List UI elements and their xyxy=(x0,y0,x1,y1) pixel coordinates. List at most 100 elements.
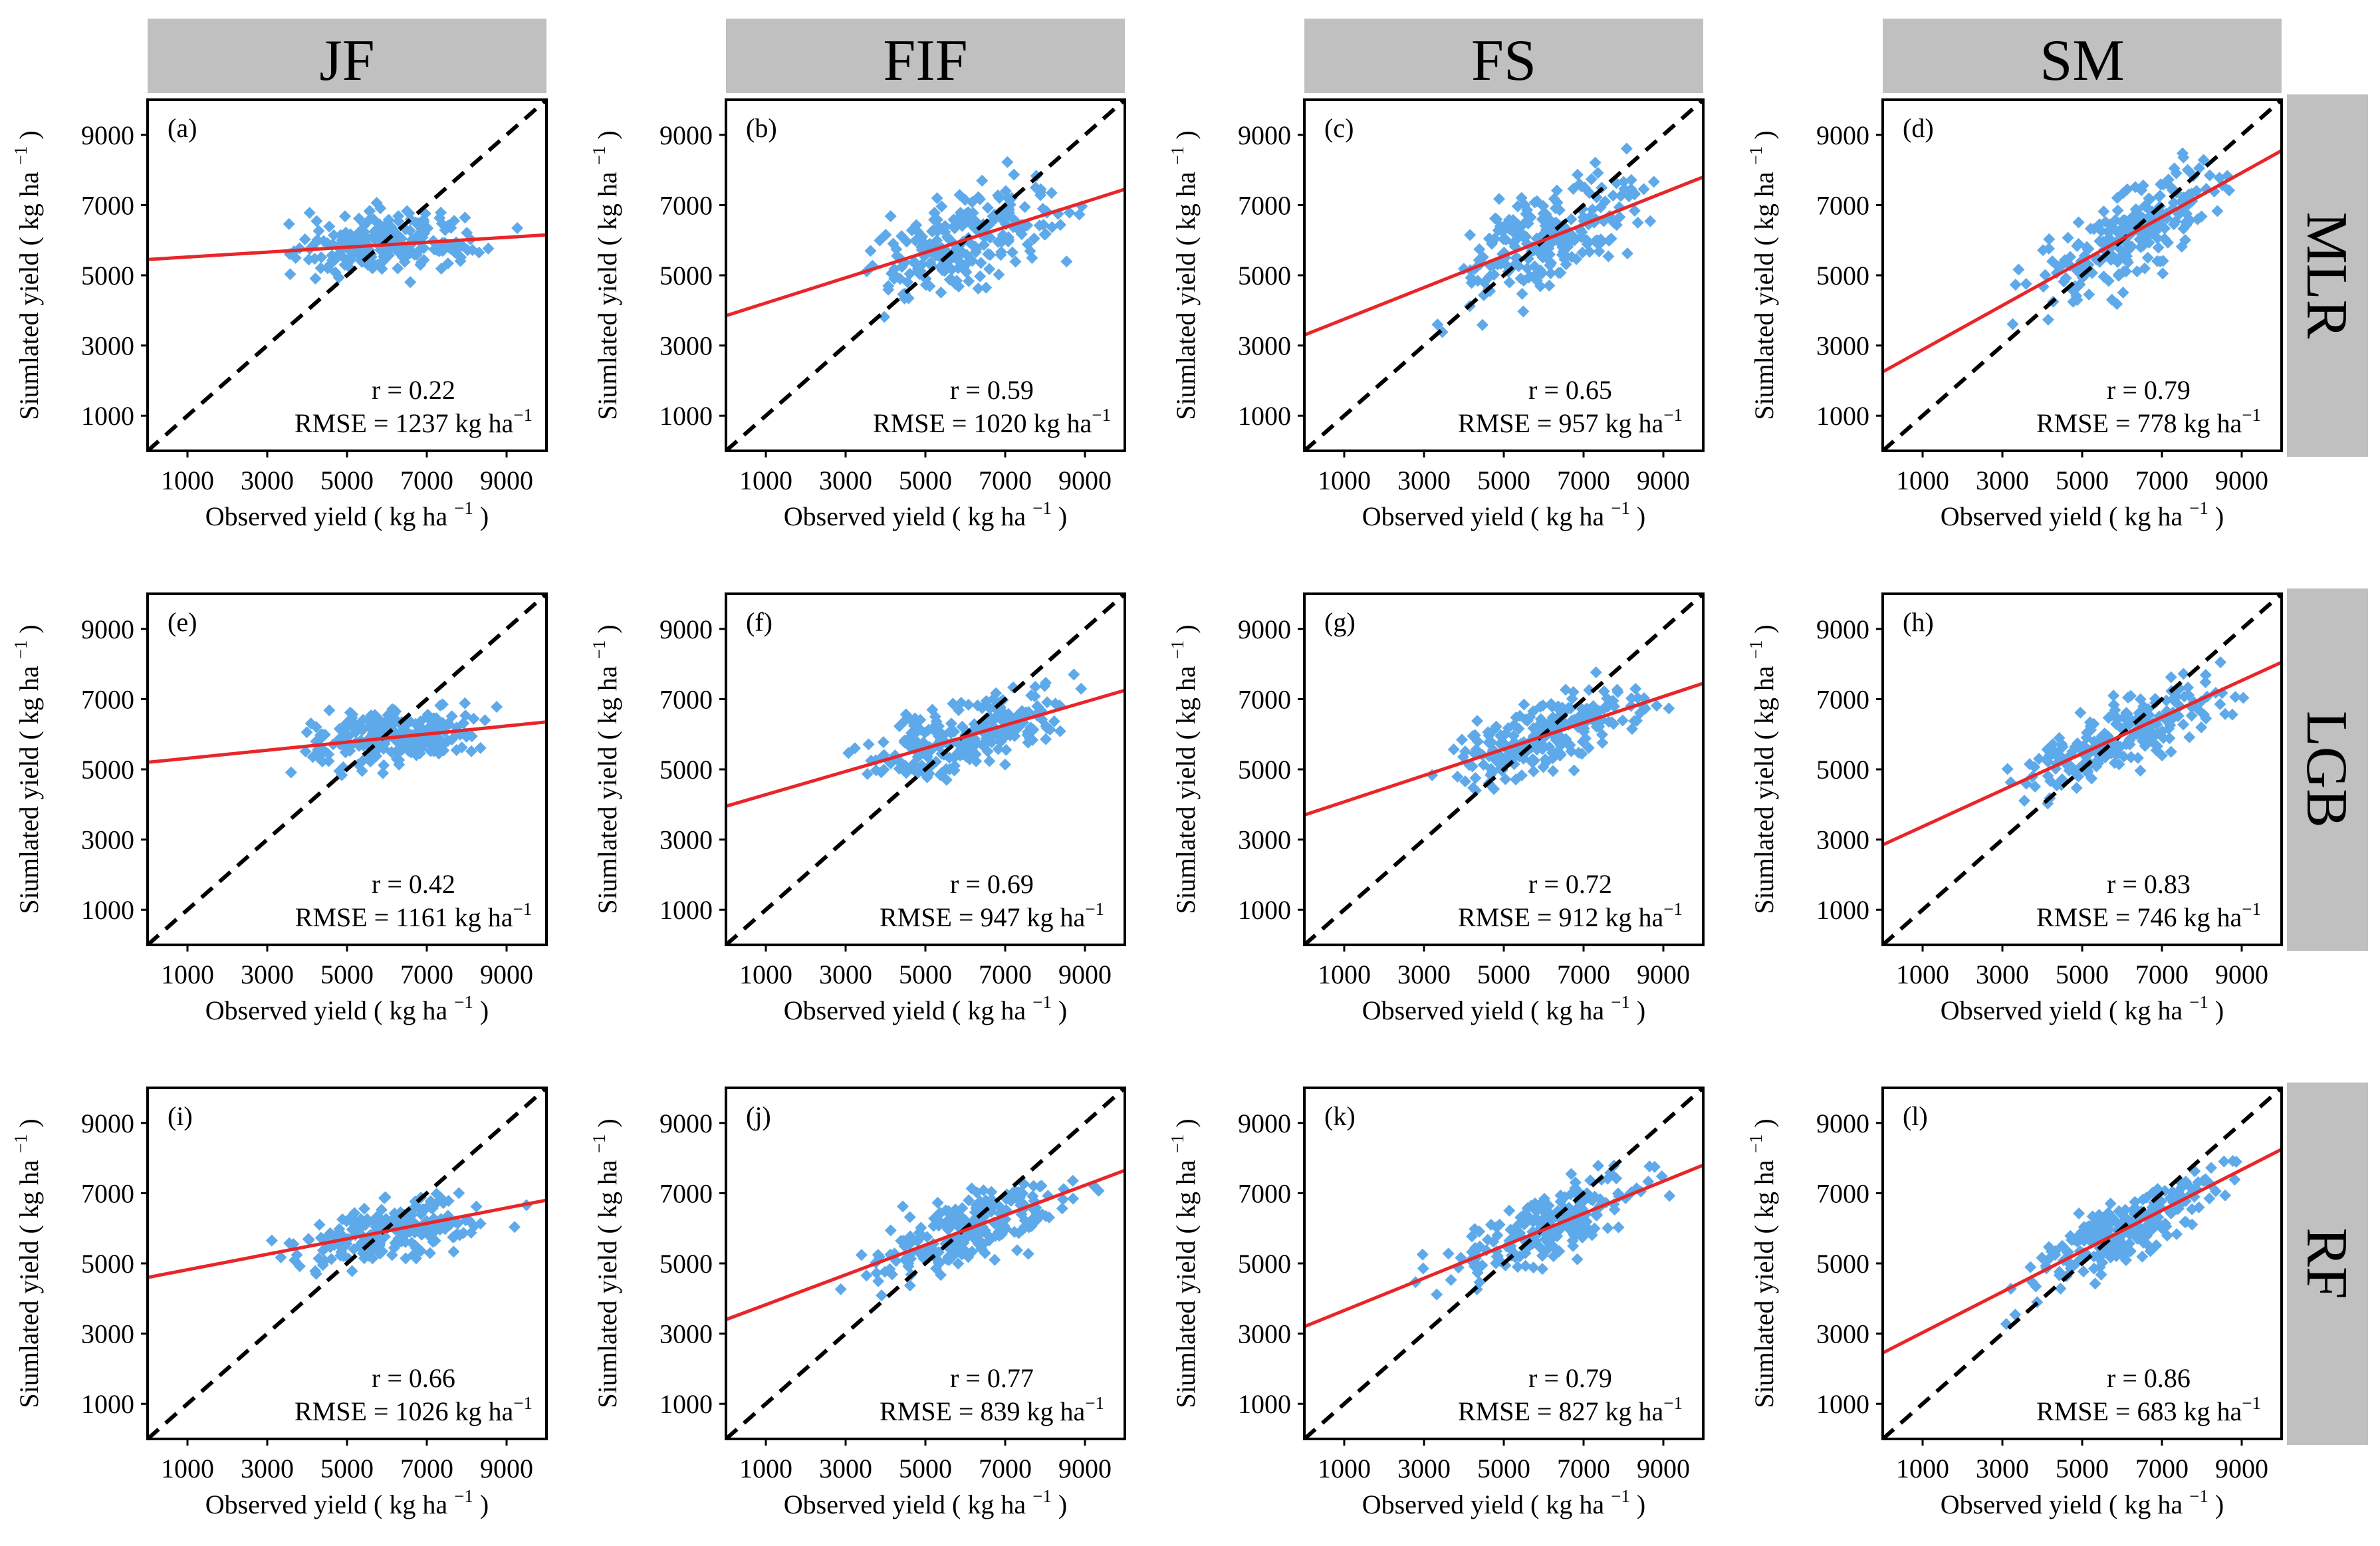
data-point xyxy=(877,736,890,749)
data-point xyxy=(992,189,1005,201)
data-point xyxy=(293,1260,306,1273)
data-point xyxy=(1571,168,1584,181)
y-tick-label: 5000 xyxy=(1238,755,1291,785)
data-point xyxy=(1510,251,1522,264)
data-point xyxy=(1493,1218,1506,1231)
x-tick-label: 3000 xyxy=(241,960,294,989)
y-tick-label: 7000 xyxy=(1238,1178,1291,1208)
x-tick-label: 5000 xyxy=(1477,465,1530,495)
x-tick-label: 3000 xyxy=(241,465,294,495)
data-point xyxy=(1620,142,1633,155)
data-point xyxy=(374,1237,386,1249)
data-point xyxy=(346,1265,358,1277)
scatter-panel: 1000 3000 5000 7000 9000 1000 3000 5000 7000 9000… xyxy=(11,98,548,531)
data-point xyxy=(2109,741,2122,754)
data-point xyxy=(2167,218,2180,231)
data-point xyxy=(1584,245,1596,258)
data-point xyxy=(1616,714,1629,727)
data-point xyxy=(1558,253,1571,265)
data-point xyxy=(953,1214,965,1227)
data-point xyxy=(2058,275,2070,288)
column-header-label: JF xyxy=(319,29,374,93)
data-point xyxy=(903,1238,915,1251)
data-point xyxy=(2113,1205,2125,1218)
y-tick-label: 7000 xyxy=(1238,684,1291,714)
y-tick-label: 5000 xyxy=(659,755,713,785)
data-point xyxy=(900,235,913,248)
data-point xyxy=(1544,217,1557,230)
data-point xyxy=(314,262,327,275)
data-point xyxy=(888,263,901,275)
data-point xyxy=(2029,780,2042,793)
data-point xyxy=(454,239,467,252)
data-point xyxy=(328,229,340,241)
data-point xyxy=(947,698,959,710)
y-tick-label: 7000 xyxy=(1816,1178,1869,1208)
data-point xyxy=(2006,318,2019,330)
data-point xyxy=(1004,729,1016,742)
data-point xyxy=(2195,721,2208,733)
data-point xyxy=(2122,244,2135,257)
data-point xyxy=(2161,1229,2173,1242)
r-value: r = 0.83 xyxy=(2107,869,2191,899)
data-point xyxy=(2177,151,2190,164)
x-tick-label: 1000 xyxy=(1318,960,1371,989)
rmse-value: RMSE = 1237 kg ha−1 xyxy=(295,405,533,438)
y-axis-label: Siumlated yield ( kg ha −1 ) xyxy=(11,130,44,420)
data-point xyxy=(2120,253,2133,266)
data-point xyxy=(979,1224,991,1237)
y-tick-label: 9000 xyxy=(81,1108,134,1138)
rmse-value: RMSE = 746 kg ha−1 xyxy=(2036,899,2261,932)
regression-line xyxy=(1883,660,2282,846)
data-point xyxy=(403,247,416,260)
data-point xyxy=(2167,196,2180,209)
y-tick-label: 5000 xyxy=(1816,1249,1869,1279)
y-tick-label: 3000 xyxy=(1238,1319,1291,1349)
panel-letter: (h) xyxy=(1903,607,1934,637)
data-point xyxy=(1631,216,1644,229)
x-tick-label: 7000 xyxy=(979,465,1032,495)
data-point xyxy=(314,729,326,741)
data-point xyxy=(2102,226,2115,239)
data-point xyxy=(997,229,1009,241)
data-point xyxy=(1008,168,1020,181)
data-point xyxy=(2018,795,2031,807)
data-point xyxy=(2037,244,2050,257)
column-header-label: SM xyxy=(2040,29,2124,93)
data-point xyxy=(1026,1190,1039,1202)
y-tick-label: 5000 xyxy=(659,261,713,291)
data-point xyxy=(313,1218,326,1231)
y-tick-label: 5000 xyxy=(1816,261,1869,291)
data-point xyxy=(445,221,457,234)
data-point xyxy=(985,1186,998,1198)
data-point xyxy=(351,227,364,240)
x-tick-label: 1000 xyxy=(1896,1454,1949,1483)
data-point xyxy=(1599,195,1611,208)
data-point xyxy=(1469,771,1482,784)
panel-letter: (l) xyxy=(1903,1101,1928,1131)
r-value: r = 0.66 xyxy=(372,1363,455,1393)
x-tick-label: 5000 xyxy=(899,1454,952,1483)
data-point xyxy=(348,1207,361,1220)
data-point xyxy=(931,192,943,204)
y-tick-label: 7000 xyxy=(1816,190,1869,220)
data-point xyxy=(893,720,905,733)
data-point xyxy=(368,709,381,721)
data-point xyxy=(356,765,368,777)
data-point xyxy=(1516,287,1528,300)
data-point xyxy=(1431,319,1444,331)
data-point xyxy=(1499,218,1512,231)
data-point xyxy=(423,1247,436,1259)
data-point xyxy=(1465,271,1477,284)
scatter-panel: 1000 3000 5000 7000 9000 1000 3000 5000 7000 9000… xyxy=(589,1087,1126,1519)
data-point xyxy=(2157,731,2170,744)
data-point xyxy=(2028,761,2041,773)
y-tick-label: 3000 xyxy=(659,331,713,361)
data-point xyxy=(1576,246,1589,259)
data-point xyxy=(878,763,890,776)
data-point xyxy=(1016,1187,1029,1200)
data-point xyxy=(1038,228,1051,241)
data-point xyxy=(2080,731,2093,744)
data-point xyxy=(860,1269,873,1282)
data-point xyxy=(2219,1189,2232,1202)
